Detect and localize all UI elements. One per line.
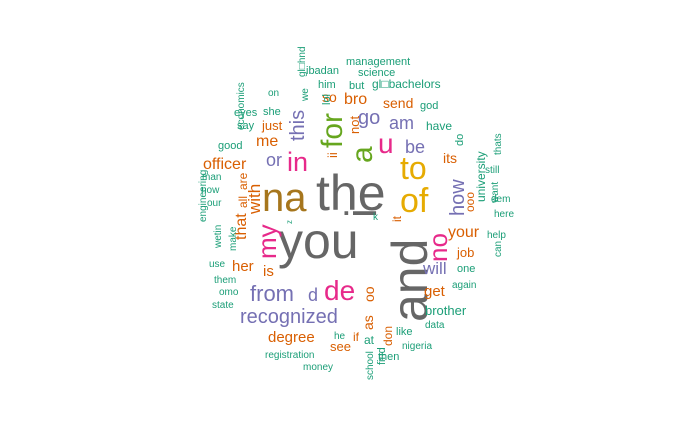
word-30: is [263,263,274,280]
word-15: recognized [240,306,338,328]
word-79: data [425,320,445,331]
word-76: can [493,240,504,257]
word-45: all [236,195,250,208]
word-62: on [268,88,280,99]
word-90: omo [219,287,239,298]
word-78: again [452,280,477,291]
word-54: science [358,67,396,79]
word-9: u [378,128,394,159]
word-26: your [448,224,480,241]
word-60: we [300,88,311,101]
word-7: for [316,112,349,148]
word-48: don [381,325,395,346]
word-21: or [266,150,283,170]
word-77: one [457,263,476,275]
word-37: so [322,89,337,105]
word-0: you [278,213,359,269]
word-89: state [212,300,234,311]
word-85: school [365,351,376,380]
word-10: in [287,147,309,177]
word-32: get [424,283,445,300]
word-16: this [287,109,309,141]
word-73: want [490,181,501,203]
word-31: her [232,258,254,275]
word-81: nigeria [402,341,433,352]
word-8: a [346,146,379,163]
word-74: here [494,209,515,220]
word-5: of [400,182,429,220]
word-99: k [373,212,378,223]
word-66: say [237,120,255,132]
word-11: de [324,275,356,306]
word-53: management [346,56,411,68]
word-94: make [228,226,239,251]
word-101: z [285,220,294,224]
word-47: if [353,330,359,344]
word-96: our [207,198,222,209]
word-82: at [364,333,375,347]
word-58: but [349,80,365,92]
word-46: are [236,172,250,190]
word-65: she [263,106,281,118]
word-86: he [334,331,346,342]
word-28: bro [344,91,368,108]
word-97: now [201,185,220,196]
word-71: still [485,165,500,176]
word-84: find [376,347,388,365]
word-27: me [256,133,279,150]
word-6: to [400,150,427,186]
word-42: ii [325,152,340,158]
word-70: thats [493,133,504,155]
word-57: him [318,79,336,91]
word-14: from [250,281,294,306]
word-55: gl□bachelors [372,77,441,91]
word-64: eyes [234,107,258,119]
word-12: my [252,224,282,259]
word-88: money [303,362,334,373]
word-19: am [389,113,415,133]
word-83: then [378,351,400,363]
word-51: university [474,151,488,202]
word-56: ibadan [306,65,340,77]
word-52: have [426,119,453,133]
word-23: d [308,285,319,305]
word-35: oo [361,286,377,302]
word-33: degree [268,329,315,346]
word-34: as [360,315,376,330]
word-87: registration [265,350,315,361]
word-1: the [316,165,386,221]
word-68: god [420,100,439,112]
word-67: good [218,140,243,152]
word-43: job [457,245,475,260]
word-41: see [330,339,351,354]
word-38: not [347,115,362,134]
word-22: will [423,259,447,278]
word-39: just [262,118,283,133]
word-72: dem [491,194,511,205]
word-49: it [390,216,404,222]
word-98: man [202,172,222,183]
word-92: use [209,259,226,270]
word-40: send [383,95,414,111]
word-61: gl□hnd [297,46,308,77]
word-69: do [454,133,466,146]
word-91: them [214,275,237,286]
word-59: lol [321,93,333,105]
word-17: go [358,107,381,129]
word-75: help [487,230,506,241]
word-50: brother [425,303,467,318]
word-3: na [262,176,307,220]
word-93: wetin [213,224,224,248]
word-36: its [443,150,457,166]
word-80: like [396,326,413,338]
word-25: officer [203,156,247,173]
word-20: be [405,137,426,157]
